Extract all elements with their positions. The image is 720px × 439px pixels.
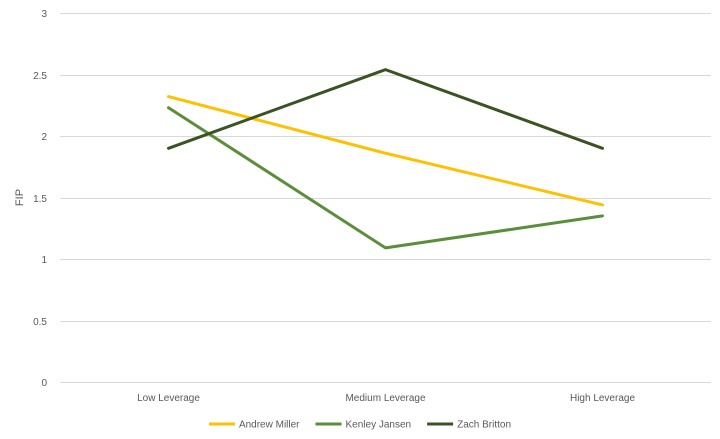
y-axis-title: FIP xyxy=(14,189,26,206)
series-lines xyxy=(167,68,604,250)
legend-label: Zach Britton xyxy=(457,420,511,431)
legend-label: Andrew Miller xyxy=(239,420,300,431)
y-tick-label: 0 xyxy=(41,378,47,389)
legend-item: Andrew Miller xyxy=(208,420,300,431)
y-axis-tick-labels: 0 0.5 1 1.5 2 2.5 3 xyxy=(33,9,47,389)
legend: Andrew Miller Kenley Jansen Zach Britton xyxy=(208,420,511,431)
legend-label: Kenley Jansen xyxy=(346,420,412,431)
x-tick-label: Low Leverage xyxy=(137,393,200,404)
y-tick-label: 3 xyxy=(41,9,47,20)
x-tick-label: Medium Leverage xyxy=(345,393,425,404)
x-axis-tick-labels: Low Leverage Medium Leverage High Leverage xyxy=(137,393,635,404)
y-tick-label: 2.5 xyxy=(33,71,47,82)
y-tick-label: 0.5 xyxy=(33,317,47,328)
y-tick-label: 1.5 xyxy=(33,194,47,205)
series-line-kenley-jansen xyxy=(167,106,604,250)
gridlines xyxy=(60,13,711,383)
y-tick-label: 1 xyxy=(41,255,47,266)
series-line-zach-britton xyxy=(167,68,604,150)
series-line-andrew-miller xyxy=(167,95,604,207)
x-tick-label: High Leverage xyxy=(570,393,635,404)
y-tick-label: 2 xyxy=(41,132,47,143)
legend-item: Kenley Jansen xyxy=(315,420,412,431)
legend-item: Zach Britton xyxy=(427,420,511,431)
